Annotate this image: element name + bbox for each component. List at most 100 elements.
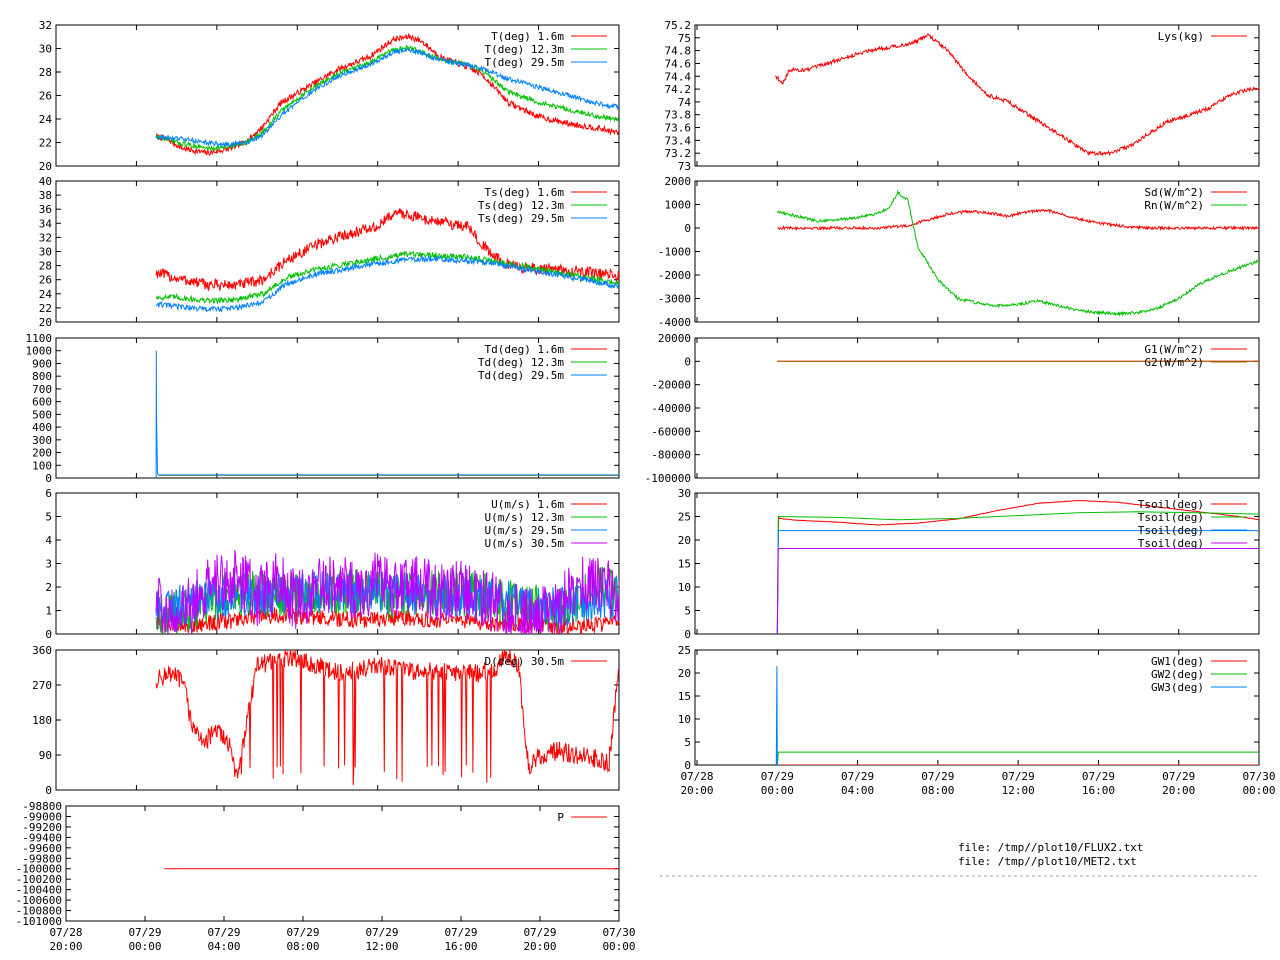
y-tick-label: 5 xyxy=(684,605,691,618)
legend-label: Td(deg) 12.3m xyxy=(478,356,564,369)
y-tick-label: 15 xyxy=(678,558,691,571)
x-tick-label: 07/29 xyxy=(761,770,794,783)
y-tick-label: -60000 xyxy=(651,425,691,438)
legend-label: GW1(deg) xyxy=(1151,655,1204,668)
file-label-flux: file: /tmp//plot10/FLUX2.txt xyxy=(958,841,1143,854)
series-line xyxy=(155,47,619,148)
x-tick-label: 08:00 xyxy=(921,784,954,797)
y-tick-label: 74.4 xyxy=(665,70,692,83)
legend-label: U(m/s) 1.6m xyxy=(491,498,564,511)
y-tick-label: 0 xyxy=(45,628,52,641)
y-tick-label: 30 xyxy=(39,43,52,56)
y-tick-label: 73.6 xyxy=(665,122,692,135)
x-tick-label: 07/30 xyxy=(602,926,635,939)
y-tick-label: 75.2 xyxy=(665,19,692,32)
panel-lysimeter-weight: 7373.273.473.673.87474.274.474.674.87575… xyxy=(665,19,1260,173)
file-label-met: file: /tmp//plot10/MET2.txt xyxy=(958,855,1137,868)
y-tick-label: 26 xyxy=(39,90,52,103)
panel-ground-water: 051015202507/2820:0007/2900:0007/2904:00… xyxy=(678,644,1276,797)
y-tick-label: 900 xyxy=(32,357,52,370)
y-tick-label: 10 xyxy=(678,581,691,594)
y-tick-label: 36 xyxy=(39,203,52,216)
series-line xyxy=(776,189,1259,317)
legend-label: Sd(W/m^2) xyxy=(1144,186,1204,199)
series-line xyxy=(155,208,619,292)
x-tick-label: 12:00 xyxy=(1002,784,1035,797)
y-tick-label: 90 xyxy=(39,749,52,762)
x-tick-label: 07/29 xyxy=(921,770,954,783)
y-tick-label: 74.8 xyxy=(665,45,692,58)
y-tick-label: 24 xyxy=(39,288,53,301)
y-tick-label: 24 xyxy=(39,113,53,126)
y-tick-label: -101000 xyxy=(16,915,62,928)
y-tick-label: 800 xyxy=(32,370,52,383)
x-tick-label: 07/28 xyxy=(49,926,82,939)
y-tick-label: 20 xyxy=(678,667,691,680)
legend-label: U(m/s) 29.5m xyxy=(485,524,565,537)
y-tick-label: 73 xyxy=(678,160,691,173)
y-tick-label: 34 xyxy=(39,217,53,230)
y-tick-label: 1 xyxy=(45,605,52,618)
x-tick-label: 08:00 xyxy=(286,940,319,953)
y-tick-label: 0 xyxy=(684,628,691,641)
y-tick-label: 30 xyxy=(39,246,52,259)
legend-label: Tsoil(deg) xyxy=(1138,511,1204,524)
x-tick-label: 20:00 xyxy=(680,784,713,797)
legend-label: T(deg) 12.3m xyxy=(485,43,565,56)
series-line xyxy=(775,666,779,765)
legend-label: Rn(W/m^2) xyxy=(1144,199,1204,212)
legend-label: U(m/s) 12.3m xyxy=(485,511,565,524)
legend-label: G1(W/m^2) xyxy=(1144,343,1204,356)
y-tick-label: 20000 xyxy=(658,332,691,345)
x-tick-label: 12:00 xyxy=(365,940,398,953)
y-tick-label: 400 xyxy=(32,421,52,434)
y-tick-label: 0 xyxy=(45,472,52,485)
x-tick-label: 07/30 xyxy=(1242,770,1275,783)
x-tick-label: 07/29 xyxy=(841,770,874,783)
x-tick-label: 07/29 xyxy=(1002,770,1035,783)
y-tick-label: 15 xyxy=(678,690,691,703)
x-tick-label: 00:00 xyxy=(1242,784,1275,797)
legend-label: Tsoil(deg) xyxy=(1138,537,1204,550)
x-tick-label: 04:00 xyxy=(841,784,874,797)
legend-label: T(deg) 1.6m xyxy=(491,30,564,43)
series-line xyxy=(777,208,1259,232)
panel-ground-heat-flux: -100000 -80000 -60000 -40000 -20000 0 20000 G1(… xyxy=(645,332,1260,485)
x-tick-label: 07/29 xyxy=(365,926,398,939)
y-tick-label: -100400 xyxy=(16,884,62,897)
y-tick-label: 0 xyxy=(684,355,691,368)
panel-wind-speed: 0 1 2 3 4 5 6 U(m/s) 1.6mU(m/s) 12.3mU(m/s) 29.… xyxy=(45,487,620,641)
y-tick-label: 5 xyxy=(45,511,52,524)
panel-radiation: -4000 -3000 -2000 -1000 0 1000 2000 Sd(W/m^2)Rn… xyxy=(658,175,1260,329)
y-tick-label: -100800 xyxy=(16,905,62,918)
y-tick-label: -100600 xyxy=(16,894,62,907)
y-tick-label: -2000 xyxy=(658,269,691,282)
legend-label: G2(W/m^2) xyxy=(1144,356,1204,369)
y-tick-label: 300 xyxy=(32,434,52,447)
y-tick-label: 32 xyxy=(39,231,52,244)
x-tick-label: 07/29 xyxy=(523,926,556,939)
y-tick-label: -4000 xyxy=(658,316,691,329)
y-tick-label: -99600 xyxy=(22,842,62,855)
y-tick-label: 100 xyxy=(32,459,52,472)
y-tick-label: 4 xyxy=(45,534,52,547)
panel-wind-direction: 0 90 180 270 360 D(deg) 30.5m xyxy=(32,644,620,797)
y-tick-label: -40000 xyxy=(651,402,691,415)
series-line xyxy=(776,548,1259,634)
y-tick-label: -99400 xyxy=(22,831,62,844)
y-tick-label: 75 xyxy=(678,32,691,45)
y-tick-label: 25 xyxy=(678,511,691,524)
y-tick-label: 25 xyxy=(678,644,691,657)
y-tick-label: 73.4 xyxy=(665,134,692,147)
y-tick-label: -99200 xyxy=(22,821,62,834)
x-tick-label: 07/29 xyxy=(286,926,319,939)
legend-label: Tsoil(deg) xyxy=(1138,498,1204,511)
legend-label: P xyxy=(557,811,564,824)
y-tick-label: 73.8 xyxy=(665,109,692,122)
y-tick-label: -3000 xyxy=(658,293,691,306)
series-line xyxy=(156,255,619,313)
legend-label: Lys(kg) xyxy=(1158,30,1204,43)
